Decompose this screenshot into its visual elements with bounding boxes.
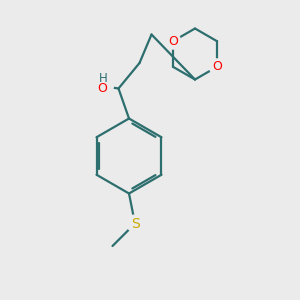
Circle shape <box>127 215 143 232</box>
Text: S: S <box>130 217 140 230</box>
Text: O: O <box>168 35 178 48</box>
Circle shape <box>91 74 113 97</box>
Text: H: H <box>99 72 108 86</box>
Circle shape <box>165 33 181 49</box>
Text: O: O <box>97 82 107 95</box>
Circle shape <box>209 59 225 75</box>
Text: O: O <box>212 60 222 73</box>
